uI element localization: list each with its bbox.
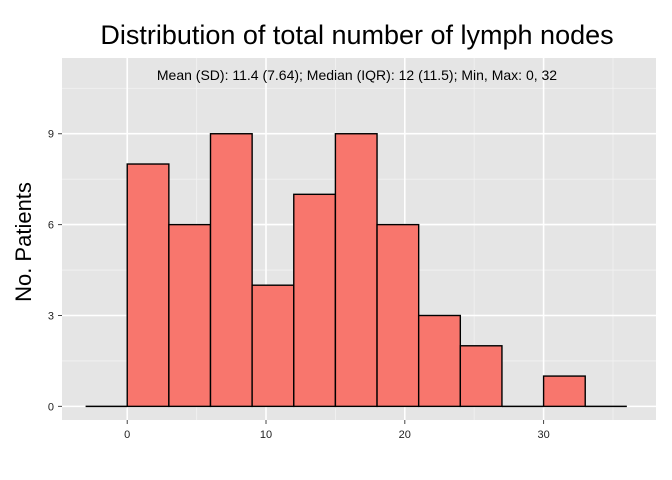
histogram-bar bbox=[334, 133, 378, 408]
x-tick-label: 30 bbox=[537, 429, 549, 441]
bars bbox=[85, 133, 627, 408]
x-tick-label: 0 bbox=[124, 429, 130, 441]
histogram-bar bbox=[459, 345, 503, 408]
histogram-bar bbox=[209, 133, 253, 408]
histogram-bar bbox=[542, 375, 586, 408]
y-tick-label: 0 bbox=[48, 401, 54, 413]
histogram-bar bbox=[293, 193, 337, 408]
x-tick-label: 20 bbox=[399, 429, 411, 441]
y-axis: 0 3 6 9 bbox=[48, 129, 62, 413]
histogram-bar bbox=[251, 284, 295, 408]
histogram-bar bbox=[376, 223, 420, 408]
y-tick-label: 9 bbox=[48, 129, 54, 141]
x-axis: 0 10 20 30 bbox=[124, 420, 550, 441]
x-tick-label: 10 bbox=[260, 429, 272, 441]
y-tick-label: 6 bbox=[48, 220, 54, 232]
histogram-bar bbox=[126, 163, 170, 408]
y-tick-label: 3 bbox=[48, 310, 54, 322]
histogram-bar bbox=[168, 223, 212, 408]
summary-annotation: Mean (SD): 11.4 (7.64); Median (IQR): 12… bbox=[157, 67, 557, 83]
chart-title: Distribution of total number of lymph no… bbox=[100, 20, 613, 50]
histogram-bar bbox=[417, 314, 462, 408]
y-axis-label: No. Patients bbox=[11, 182, 36, 302]
